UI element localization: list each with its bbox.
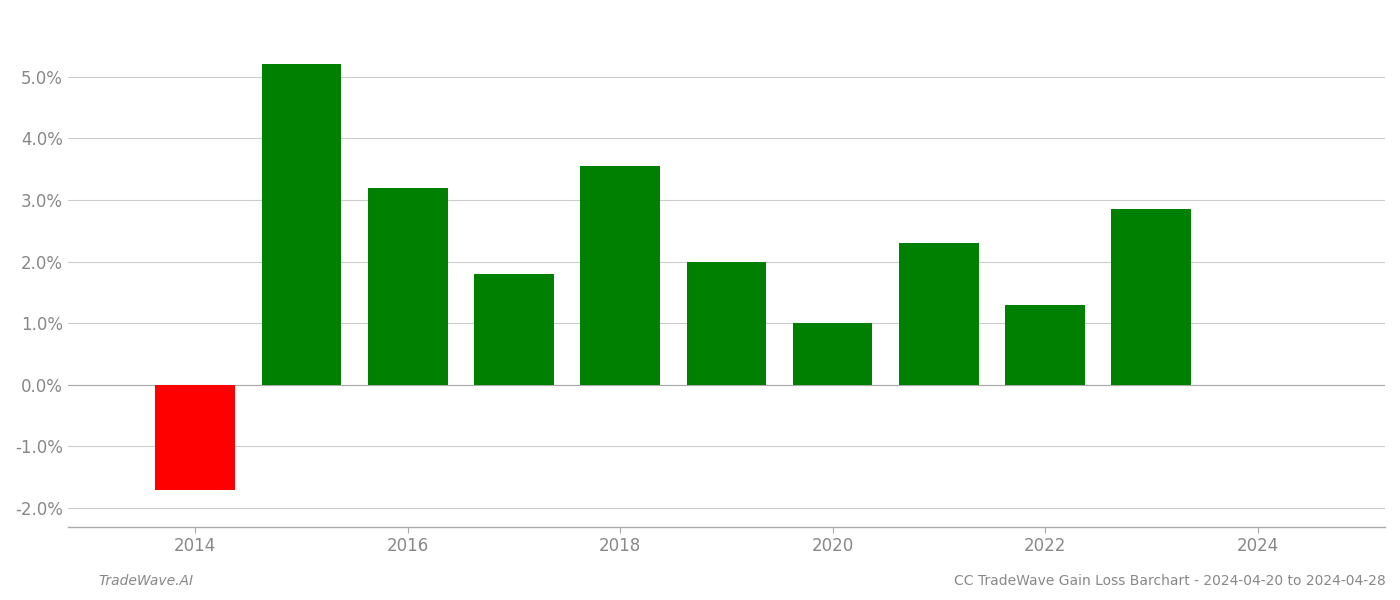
- Bar: [262, 64, 342, 385]
- Bar: [686, 262, 766, 385]
- Bar: [475, 274, 554, 385]
- Text: CC TradeWave Gain Loss Barchart - 2024-04-20 to 2024-04-28: CC TradeWave Gain Loss Barchart - 2024-0…: [955, 574, 1386, 588]
- Bar: [368, 188, 448, 385]
- Bar: [1005, 305, 1085, 385]
- Bar: [581, 166, 659, 385]
- Bar: [792, 323, 872, 385]
- Bar: [899, 243, 979, 385]
- Bar: [155, 385, 235, 490]
- Bar: [1112, 209, 1191, 385]
- Text: TradeWave.AI: TradeWave.AI: [98, 574, 193, 588]
